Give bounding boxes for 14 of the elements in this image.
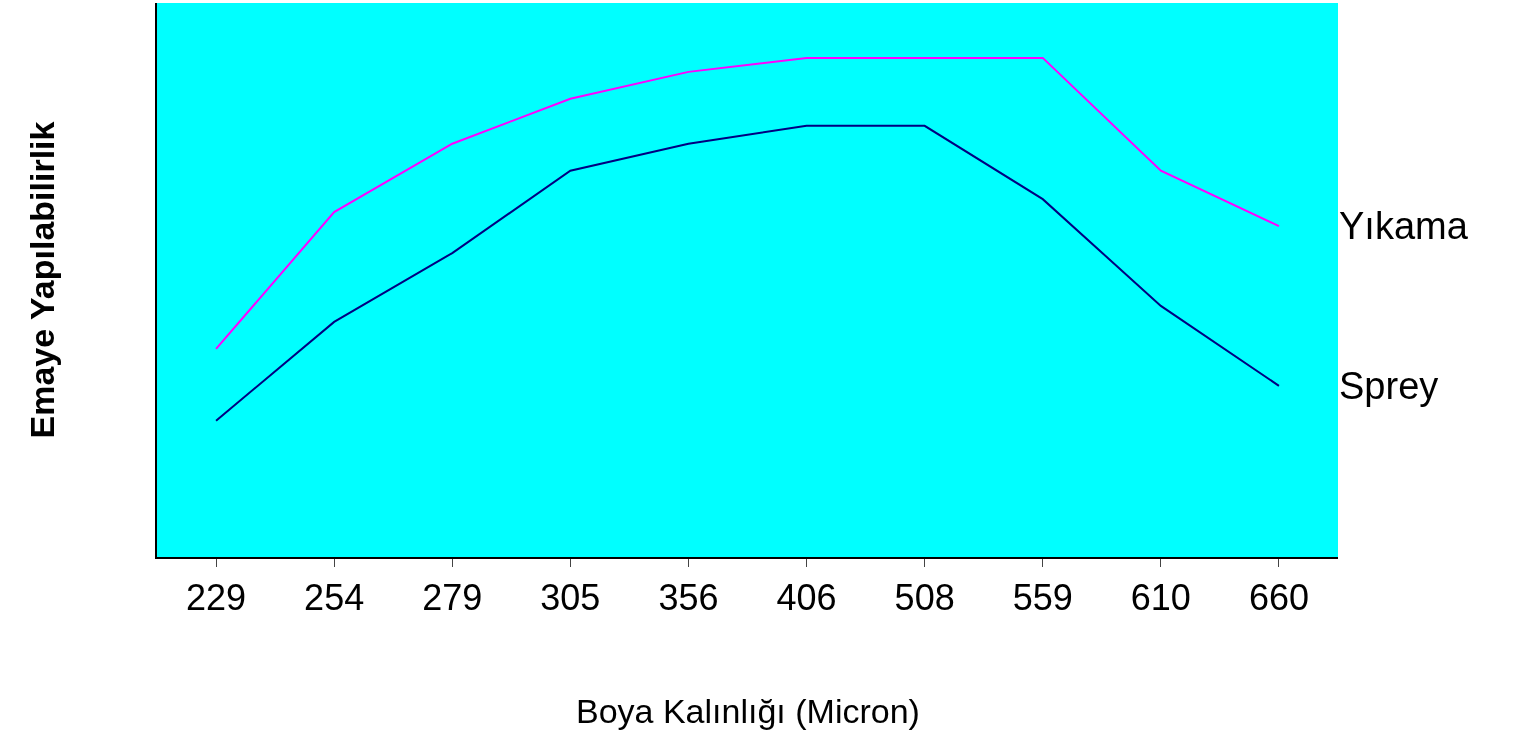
x-axis-title: Boya Kalınlığı (Micron)	[576, 692, 920, 730]
x-tick-label: 508	[894, 577, 955, 619]
x-tick-label: 254	[304, 577, 365, 619]
x-tick-label: 229	[186, 577, 247, 619]
x-tick-label: 559	[1012, 577, 1073, 619]
x-tick-label: 660	[1248, 577, 1309, 619]
x-tick-label: 356	[658, 577, 719, 619]
series-label: Yıkama	[1339, 205, 1469, 247]
x-tick-label: 610	[1130, 577, 1191, 619]
series-label: Sprey	[1339, 365, 1439, 407]
x-tick-label: 305	[540, 577, 601, 619]
x-tick-label: 406	[776, 577, 837, 619]
y-axis-title: Emaye Yapılabilirlik	[23, 121, 62, 439]
x-tick-label: 279	[422, 577, 483, 619]
